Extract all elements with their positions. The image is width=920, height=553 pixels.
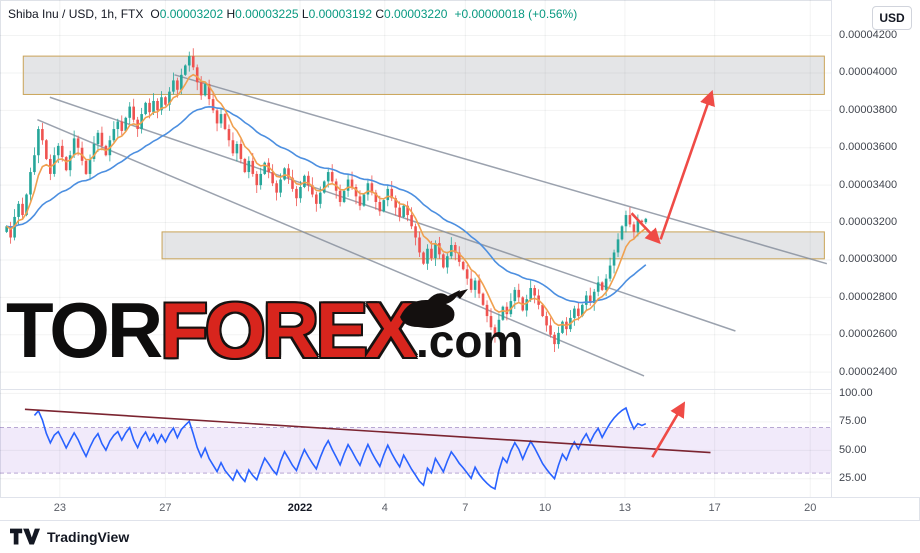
oscillator-pane-canvas[interactable] — [0, 390, 831, 497]
ohlc-values: O0.00003202 H0.00003225 L0.00003192 C0.0… — [150, 7, 447, 21]
time-axis-label: 23 — [53, 502, 66, 514]
time-axis-label: 20 — [804, 502, 817, 514]
price-axis-label: 0.00003600 — [839, 141, 898, 154]
oscillator-pane[interactable] — [0, 390, 831, 502]
pane-divider[interactable] — [0, 389, 920, 390]
price-axis-label: 0.00003000 — [839, 253, 898, 266]
oscillator-axis-label: 50.00 — [839, 443, 867, 456]
ohlc-item-h: H0.00003225 — [226, 7, 299, 21]
oscillator-axis-label: 100.00 — [839, 386, 873, 399]
time-axis[interactable]: 23 27 2022 4 7 10 13 17 20 — [0, 498, 831, 520]
ohlc-item-c: C0.00003220 — [375, 7, 448, 21]
oscillator-axis-label: 25.00 — [839, 472, 867, 485]
tradingview-logo-icon[interactable] — [10, 528, 40, 546]
time-axis-label: 17 — [708, 502, 721, 514]
time-axis-label: 10 — [539, 502, 552, 514]
price-axis[interactable]: 0.00003220 29:56 0.000042000.000040000.0… — [831, 0, 920, 497]
price-axis-label: 0.00004200 — [839, 29, 898, 42]
currency-toggle-button[interactable]: USD — [872, 6, 912, 30]
price-axis-label: 0.00003800 — [839, 103, 898, 116]
symbol-title[interactable]: Shiba Inu / USD, 1h, FTX — [8, 7, 144, 21]
ohlc-item-o: O0.00003202 — [150, 7, 224, 21]
time-axis-label: 4 — [381, 502, 388, 514]
price-axis-label: 0.00002400 — [839, 365, 898, 378]
tradingview-wordmark[interactable]: TradingView — [47, 529, 130, 545]
footer-divider — [0, 520, 920, 521]
time-axis-label: 7 — [462, 502, 469, 514]
price-pane-canvas[interactable] — [0, 0, 831, 389]
time-axis-label: 13 — [618, 502, 632, 514]
price-axis-label: 0.00003200 — [839, 216, 898, 229]
price-axis-label: 0.00002800 — [839, 290, 898, 303]
time-axis-label: 2022 — [287, 502, 313, 514]
chart-legend: Shiba Inu / USD, 1h, FTX O0.00003202 H0.… — [8, 7, 577, 21]
price-axis-label: 0.00004000 — [839, 66, 898, 79]
price-axis-label: 0.00003400 — [839, 178, 898, 191]
main-price-pane[interactable] — [0, 0, 831, 394]
time-axis-label: 27 — [159, 502, 172, 514]
ohlc-item-l: L0.00003192 — [301, 7, 373, 21]
change-value: +0.00000018 (+0.56%) — [454, 7, 578, 21]
time-axis-divider — [0, 497, 920, 498]
price-axis-label: 0.00002600 — [839, 328, 898, 341]
bottom-toolbar: TradingView — [0, 521, 920, 553]
oscillator-axis-label: 75.00 — [839, 415, 867, 428]
